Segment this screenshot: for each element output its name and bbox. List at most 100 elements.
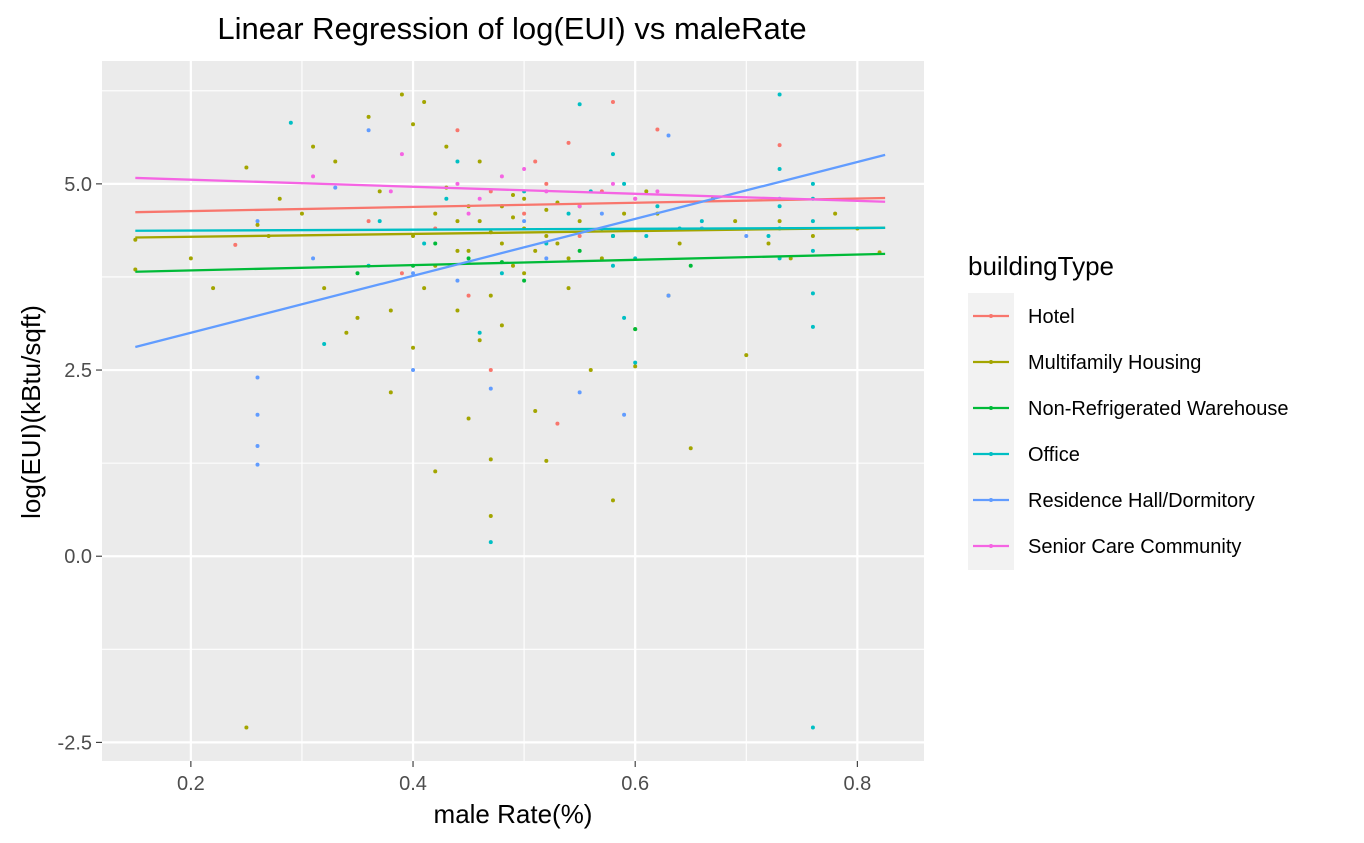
data-point [810, 234, 815, 238]
data-point [422, 241, 427, 246]
data-point [599, 211, 604, 216]
data-point [322, 341, 327, 346]
data-point [433, 241, 438, 246]
data-point [810, 291, 815, 296]
data-point [577, 204, 582, 209]
data-point [488, 368, 493, 373]
data-point [288, 120, 293, 125]
data-point [255, 222, 260, 227]
regression-line [135, 153, 886, 349]
data-point [833, 211, 838, 216]
legend-label: Office [1028, 444, 1080, 466]
data-point [433, 469, 438, 474]
legend-key-point [989, 544, 993, 548]
data-point [733, 219, 738, 224]
data-point [477, 219, 482, 224]
data-point [455, 128, 460, 133]
legend-title: buildingType [968, 251, 1114, 281]
data-point [255, 462, 260, 467]
chart-title: Linear Regression of log(EUI) vs maleRat… [217, 11, 806, 46]
data-point [666, 133, 671, 138]
legend-key-background [968, 293, 1014, 570]
x-tick-label: 0.8 [843, 773, 871, 795]
legend-key-point [989, 452, 993, 456]
regression-line [135, 196, 886, 214]
data-point [610, 498, 615, 503]
data-point [399, 92, 404, 97]
data-point [810, 181, 815, 186]
data-point [433, 211, 438, 216]
data-point [633, 327, 638, 332]
data-point [466, 248, 471, 253]
data-point [577, 102, 582, 107]
data-point [255, 375, 260, 380]
y-tick-label: 2.5 [64, 360, 92, 382]
data-point [810, 219, 815, 224]
data-point [744, 353, 749, 358]
data-point [411, 122, 416, 127]
data-point [377, 219, 382, 224]
data-point [533, 409, 538, 413]
data-point [777, 92, 782, 97]
data-point [810, 324, 815, 329]
data-point [544, 458, 549, 463]
data-point [610, 152, 615, 157]
data-point [544, 181, 549, 186]
legend-key-point [989, 406, 993, 410]
data-point [388, 189, 393, 194]
data-point [544, 234, 549, 238]
data-point [644, 234, 649, 238]
data-point [499, 271, 504, 276]
data-point [277, 196, 282, 201]
fit-lines-layer [135, 153, 886, 349]
data-point [455, 308, 460, 313]
data-point [188, 256, 193, 261]
data-point [388, 390, 393, 395]
data-point [610, 181, 615, 186]
data-point [610, 263, 615, 268]
data-point [466, 256, 471, 261]
data-point [633, 196, 638, 201]
data-point [477, 330, 482, 335]
data-point [566, 140, 571, 145]
legend-key-point [989, 498, 993, 502]
legend-label: Residence Hall/Dormitory [1028, 490, 1255, 512]
data-point [444, 144, 449, 149]
data-point [655, 204, 660, 209]
y-tick-label: 0.0 [64, 546, 92, 568]
data-point [688, 263, 693, 268]
data-point [766, 241, 771, 246]
data-point [533, 248, 538, 253]
data-point [366, 114, 371, 119]
regression-line [135, 252, 886, 273]
data-point [333, 185, 338, 190]
data-point [133, 237, 138, 242]
grid [102, 61, 924, 761]
data-point [566, 256, 571, 261]
data-point [377, 189, 382, 194]
data-point [633, 364, 638, 369]
data-point [455, 248, 460, 253]
legend-label: Senior Care Community [1028, 536, 1241, 558]
data-point [777, 204, 782, 209]
data-point [422, 286, 427, 291]
data-point [488, 540, 493, 545]
data-point [499, 174, 504, 179]
data-point [488, 514, 493, 518]
data-point [555, 421, 560, 426]
data-point [444, 196, 449, 201]
data-point [522, 211, 527, 216]
legend: buildingType Hotel Multifamily Housing Non… [968, 251, 1289, 570]
data-point [555, 241, 560, 246]
data-point [244, 725, 249, 730]
x-axis-title: male Rate(%) [434, 799, 593, 829]
data-point [533, 159, 538, 164]
data-point [133, 267, 138, 272]
data-point [466, 293, 471, 298]
data-point [344, 330, 349, 335]
data-point [622, 211, 627, 216]
data-point [655, 189, 660, 194]
data-point [588, 368, 593, 373]
data-point [477, 159, 482, 164]
